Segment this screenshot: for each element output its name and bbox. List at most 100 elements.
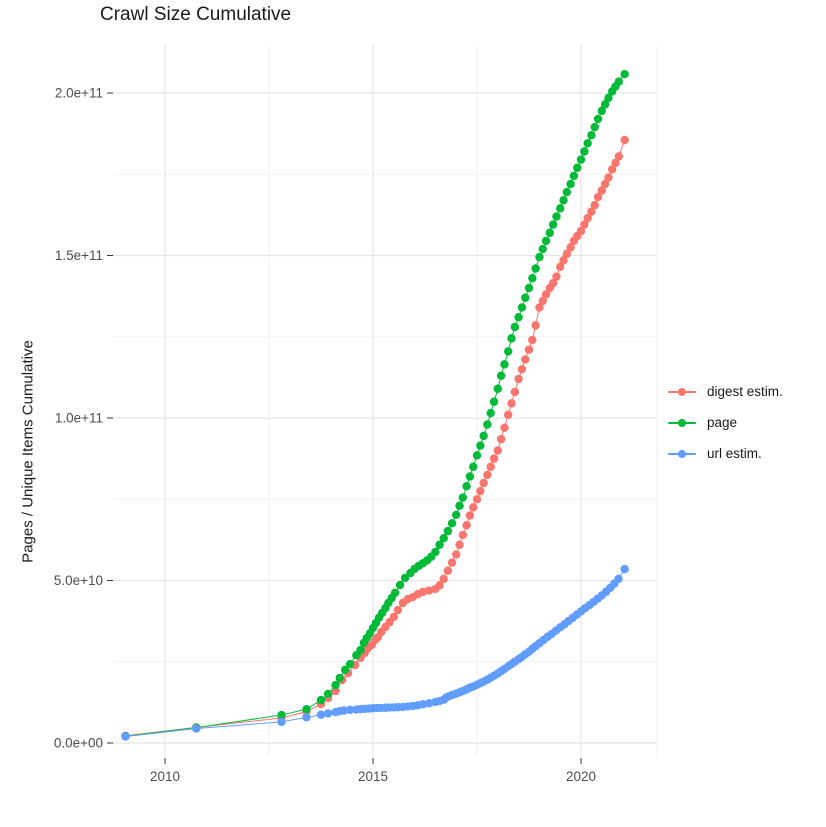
data-point-digest-estim <box>493 446 502 455</box>
legend-key-url-estim-icon <box>668 449 696 459</box>
data-point-page <box>479 431 488 441</box>
data-point-digest-estim <box>583 213 592 223</box>
data-point-page <box>556 204 565 213</box>
data-point-page <box>541 236 551 246</box>
data-point-digest-estim <box>548 278 558 288</box>
data-point-page <box>335 673 344 683</box>
y-axis-tick-label: 1.5e+11 <box>55 248 103 263</box>
legend-label-url-estim: url estim. <box>707 446 762 461</box>
data-point-url-estim <box>277 717 286 727</box>
data-point-page <box>507 334 516 343</box>
data-point-page <box>583 139 592 148</box>
data-point-page <box>447 519 457 528</box>
data-point-digest-estim <box>476 486 485 496</box>
data-point-url-estim <box>424 699 434 708</box>
data-point-digest-estim <box>620 135 629 145</box>
data-point-page <box>489 397 499 406</box>
data-point-digest-estim <box>590 200 599 210</box>
data-point-digest-estim <box>418 587 428 597</box>
data-point-digest-estim <box>593 192 603 202</box>
legend-key-page-icon <box>668 418 696 428</box>
data-point-digest-estim <box>562 249 572 259</box>
data-point-page <box>302 705 311 714</box>
data-point-page <box>431 547 440 557</box>
data-point-url-estim <box>418 700 428 709</box>
data-point-page <box>400 573 410 583</box>
data-point-page <box>531 264 540 273</box>
data-point-digest-estim <box>496 434 506 444</box>
data-point-page <box>500 360 509 369</box>
data-point-page <box>465 472 475 481</box>
data-point-page <box>345 659 355 669</box>
data-point-digest-estim <box>541 290 551 299</box>
legend-entry-digest-estim: digest estim. <box>668 376 783 407</box>
data-point-digest-estim <box>614 152 624 161</box>
data-point-digest-estim <box>479 478 488 488</box>
data-point-page <box>340 665 350 675</box>
data-point-page <box>614 77 624 86</box>
data-point-url-estim <box>339 706 349 715</box>
legend-key-digest-estim-icon <box>668 387 696 397</box>
data-point-digest-estim <box>447 558 457 567</box>
data-point-digest-estim <box>566 243 575 252</box>
data-point-page <box>483 420 492 429</box>
data-point-page <box>496 371 506 380</box>
data-point-digest-estim <box>500 423 509 432</box>
data-point-digest-estim <box>472 495 482 504</box>
data-point-url-estim <box>316 710 326 719</box>
data-point-page <box>390 588 400 598</box>
data-point-url-estim <box>614 574 623 584</box>
y-axis-tick-label: 1.0e+11 <box>55 411 103 426</box>
data-point-digest-estim <box>608 165 617 174</box>
data-point-digest-estim <box>435 581 444 590</box>
data-point-digest-estim <box>531 321 540 330</box>
data-point-page <box>562 187 572 197</box>
data-point-page <box>580 147 589 156</box>
data-point-digest-estim <box>452 550 461 559</box>
data-point-page <box>331 680 340 690</box>
data-point-digest-estim <box>576 226 586 236</box>
data-point-digest-estim <box>469 503 478 512</box>
legend: digest estim. page url estim. <box>668 376 783 469</box>
data-point-digest-estim <box>504 410 513 419</box>
data-point-digest-estim <box>331 686 340 696</box>
data-point-url-estim <box>345 705 355 715</box>
data-point-page <box>573 163 582 172</box>
data-point-page <box>548 220 558 229</box>
data-point-digest-estim <box>538 296 547 306</box>
data-point-page <box>493 384 502 393</box>
data-point-digest-estim <box>524 345 534 354</box>
data-point-page <box>590 122 599 132</box>
data-point-page <box>620 69 629 79</box>
data-point-page <box>439 534 448 543</box>
data-point-page <box>443 526 453 536</box>
data-point-digest-estim <box>600 179 610 189</box>
data-point-digest-estim <box>559 256 568 265</box>
data-point-page <box>569 171 579 181</box>
data-point-page <box>604 93 613 103</box>
data-point-page <box>462 482 471 491</box>
data-point-digest-estim <box>507 399 516 408</box>
data-point-page <box>514 313 523 322</box>
data-point-url-estim <box>302 713 311 722</box>
data-point-digest-estim <box>535 303 544 312</box>
data-point-digest-estim <box>517 365 527 374</box>
data-point-page <box>504 347 513 356</box>
data-point-digest-estim <box>597 186 606 195</box>
data-point-digest-estim <box>510 387 520 397</box>
data-point-page <box>593 114 603 124</box>
x-axis-tick-label: 2010 <box>150 769 180 784</box>
legend-entry-page: page <box>668 407 783 438</box>
data-point-page <box>597 106 606 116</box>
data-point-digest-estim <box>455 540 464 549</box>
data-point-url-estim <box>323 709 333 718</box>
data-point-page <box>566 179 575 189</box>
data-point-digest-estim <box>389 612 398 622</box>
data-point-page <box>395 580 405 590</box>
data-point-digest-estim <box>483 470 492 480</box>
y-axis-tick-label: 0.0e+00 <box>54 736 103 751</box>
data-point-page <box>472 451 482 460</box>
legend-label-page: page <box>707 415 738 430</box>
